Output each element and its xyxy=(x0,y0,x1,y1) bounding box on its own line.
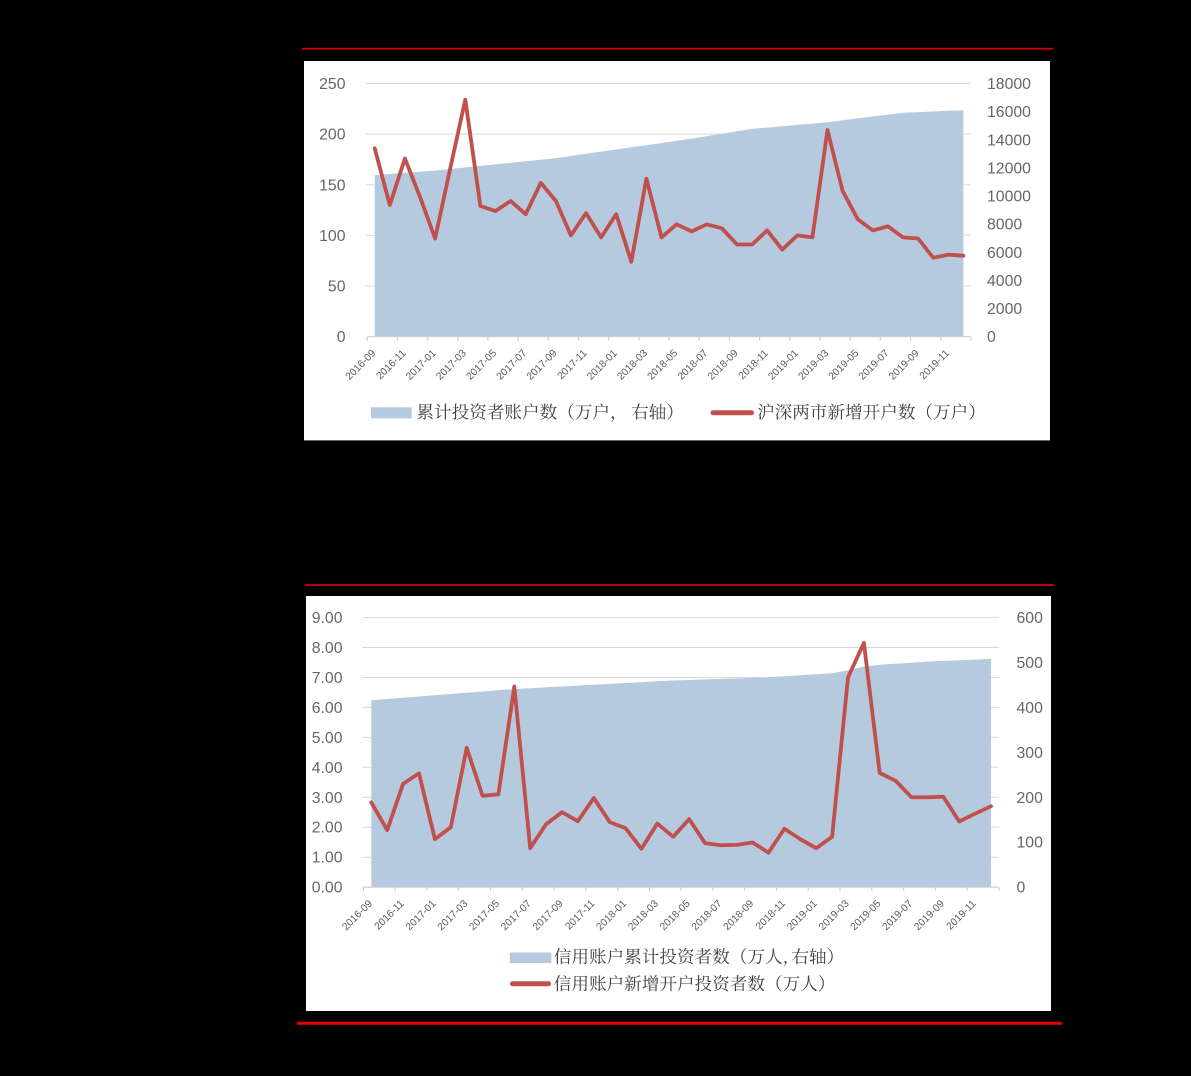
svg-text:200: 200 xyxy=(1017,790,1044,807)
svg-text:0: 0 xyxy=(337,329,346,346)
svg-text:6.00: 6.00 xyxy=(312,700,343,717)
svg-text:2000: 2000 xyxy=(987,301,1022,318)
svg-text:600: 600 xyxy=(1017,610,1044,627)
svg-text:8000: 8000 xyxy=(987,217,1022,234)
svg-text:0: 0 xyxy=(1017,880,1026,897)
svg-text:250: 250 xyxy=(319,76,346,93)
svg-text:300: 300 xyxy=(1017,745,1044,762)
svg-text:10000: 10000 xyxy=(987,189,1031,206)
svg-text:8.00: 8.00 xyxy=(312,640,343,657)
svg-text:0.00: 0.00 xyxy=(312,880,343,897)
svg-text:200: 200 xyxy=(319,127,346,144)
svg-text:7.00: 7.00 xyxy=(312,670,343,687)
svg-text:1.00: 1.00 xyxy=(312,850,343,867)
svg-text:0: 0 xyxy=(987,329,996,346)
svg-text:150: 150 xyxy=(319,177,346,194)
svg-text:3.00: 3.00 xyxy=(312,790,343,807)
svg-text:4.00: 4.00 xyxy=(312,760,343,777)
svg-text:5.00: 5.00 xyxy=(312,730,343,747)
svg-text:6000: 6000 xyxy=(987,245,1022,262)
svg-text:4000: 4000 xyxy=(987,273,1022,290)
svg-text:14000: 14000 xyxy=(987,132,1031,149)
svg-text:400: 400 xyxy=(1017,700,1044,717)
svg-text:9.00: 9.00 xyxy=(312,610,343,627)
svg-text:16000: 16000 xyxy=(987,104,1031,121)
svg-text:12000: 12000 xyxy=(987,160,1031,177)
svg-text:50: 50 xyxy=(328,279,346,296)
svg-text:500: 500 xyxy=(1017,655,1044,672)
svg-text:2.00: 2.00 xyxy=(312,820,343,837)
svg-text:100: 100 xyxy=(319,228,346,245)
svg-text:100: 100 xyxy=(1017,835,1044,852)
svg-text:18000: 18000 xyxy=(987,76,1031,93)
